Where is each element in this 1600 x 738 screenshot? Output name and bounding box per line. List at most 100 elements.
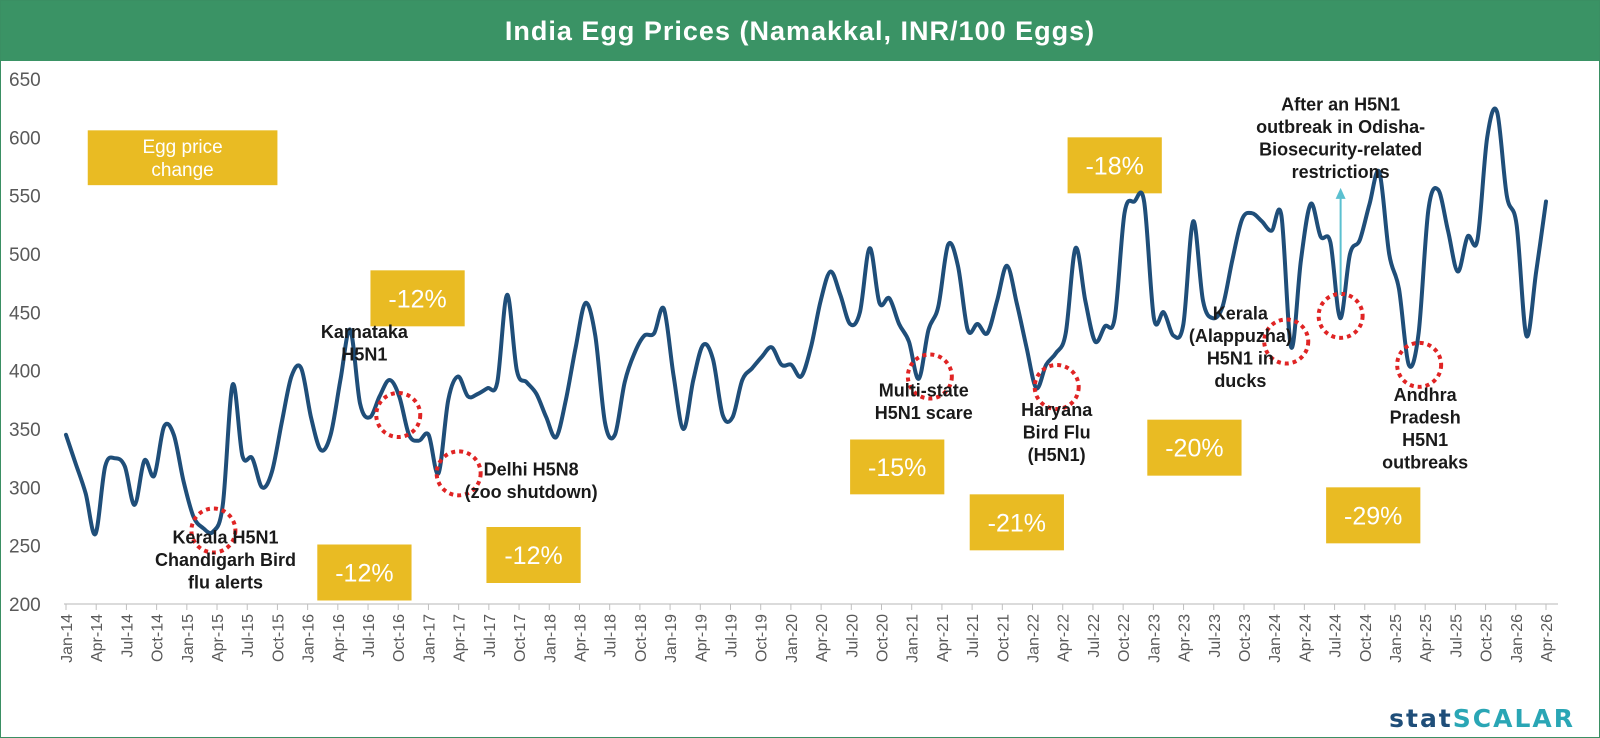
x-tick-label: Jul-14 [119,614,136,658]
change-box [87,130,278,186]
x-tick-label: Jan-26 [1509,614,1526,663]
x-tick-label: Apr-19 [693,614,710,662]
arrow-head [1335,187,1346,199]
x-tick-label: Oct-16 [391,614,408,662]
x-tick-label: Jan-22 [1026,614,1043,663]
event-annotation: Bird Flu [1023,423,1091,443]
x-tick-label: Jan-25 [1388,614,1405,663]
x-tick-label: Oct-22 [1116,614,1133,662]
x-tick-label: Oct-24 [1358,614,1375,662]
chart-title: India Egg Prices (Namakkal, INR/100 Eggs… [504,15,1096,46]
change-box [850,439,945,495]
x-tick-label: Jul-16 [361,614,378,658]
x-tick-label: Jul-22 [1086,614,1103,658]
change-box [1147,419,1242,476]
event-annotation: Kerala [1213,303,1269,323]
change-box-label: -15% [868,454,926,482]
x-tick-label: Jul-23 [1207,614,1224,658]
x-tick-label: Jul-21 [965,614,982,658]
brand-part1: stat [1389,704,1453,733]
x-tick-label: Jul-18 [603,614,620,658]
change-box-label: -12% [388,285,446,313]
event-annotation: Haryana [1021,400,1093,420]
change-box [486,527,581,583]
event-annotation: Kerala H5N1 [172,527,278,547]
change-box [1067,137,1162,194]
x-tick-label: Apr-15 [210,614,227,662]
x-tick-label: Oct-20 [875,614,892,662]
x-tick-label: Oct-21 [995,614,1012,662]
x-tick-label: Jan-20 [784,614,801,663]
event-annotation: outbreaks [1382,453,1468,473]
dip-marker [1316,291,1365,340]
dip-marker [1032,363,1081,411]
x-tick-label: Oct-14 [150,614,167,662]
change-box-label: change [151,160,213,181]
x-tick-label: Jul-19 [723,614,740,658]
x-tick-label: Jul-15 [240,614,257,658]
event-annotation: Karnataka [321,322,409,342]
x-tick-label: Apr-17 [452,614,469,662]
event-annotation: H5N1 in [1207,348,1274,368]
y-tick-label: 450 [9,303,41,324]
brand-part2: SCALAR [1452,704,1575,733]
dip-marker [905,352,954,401]
title-bar: India Egg Prices (Namakkal, INR/100 Eggs… [1,1,1599,61]
y-tick-label: 200 [9,595,41,616]
x-tick-label: Jul-20 [844,614,861,658]
change-box-label: -21% [988,509,1046,537]
x-tick-label: Jul-17 [482,614,499,658]
event-annotation: (H5N1) [1028,445,1086,465]
event-annotation: Delhi H5N8 [484,460,579,480]
event-annotation: (zoo shutdown) [465,482,598,502]
y-tick-label: 600 [9,128,41,149]
x-tick-label: Oct-15 [270,614,287,662]
x-tick-label: Apr-23 [1177,614,1194,662]
x-tick-label: Jul-25 [1448,614,1465,658]
x-tick-label: Apr-20 [814,614,831,662]
change-box-label: Egg price [142,137,222,158]
change-box [370,270,465,327]
change-box-label: -20% [1165,435,1223,463]
y-tick-label: 250 [9,537,41,558]
change-box-label: -12% [335,560,393,588]
x-tick-label: Apr-18 [572,614,589,662]
event-annotation: flu alerts [188,572,263,592]
brand-logo: statSCALAR [1389,704,1575,733]
x-tick-label: Oct-23 [1237,614,1254,662]
dip-marker [374,391,423,439]
x-tick-label: Jan-14 [59,614,76,663]
x-tick-label: Jan-24 [1267,614,1284,663]
event-annotation: Andhra [1394,385,1458,405]
event-annotation: Biosecurity-related [1259,140,1422,160]
x-tick-label: Apr-16 [331,614,348,662]
event-annotation: H5N1 scare [875,403,973,423]
event-annotation: H5N1 [341,345,387,365]
x-tick-label: Jul-24 [1328,614,1345,658]
event-annotation: After an H5N1 [1281,95,1400,115]
x-tick-label: Jan-23 [1146,614,1163,663]
y-tick-label: 400 [9,362,41,383]
change-box-label: -12% [504,542,562,570]
event-annotation: Chandigarh Bird [155,550,296,570]
x-tick-label: Jan-18 [542,614,559,663]
x-tick-label: Oct-25 [1479,614,1496,662]
price-series-line [64,106,1548,537]
y-tick-label: 550 [9,187,41,208]
x-tick-label: Oct-17 [512,614,529,662]
dip-marker [189,506,238,555]
event-annotation: restrictions [1292,162,1390,182]
change-box [317,544,412,601]
event-annotation: ducks [1214,371,1266,391]
change-box [969,494,1064,551]
dip-marker [434,449,483,498]
dip-marker [1262,317,1311,366]
x-tick-label: Oct-18 [633,614,650,662]
x-tick-label: Jan-15 [180,614,197,663]
event-annotation: Pradesh [1390,408,1461,428]
x-tick-label: Apr-14 [89,614,106,662]
change-box-label: -29% [1344,502,1402,530]
x-tick-label: Apr-24 [1297,614,1314,662]
